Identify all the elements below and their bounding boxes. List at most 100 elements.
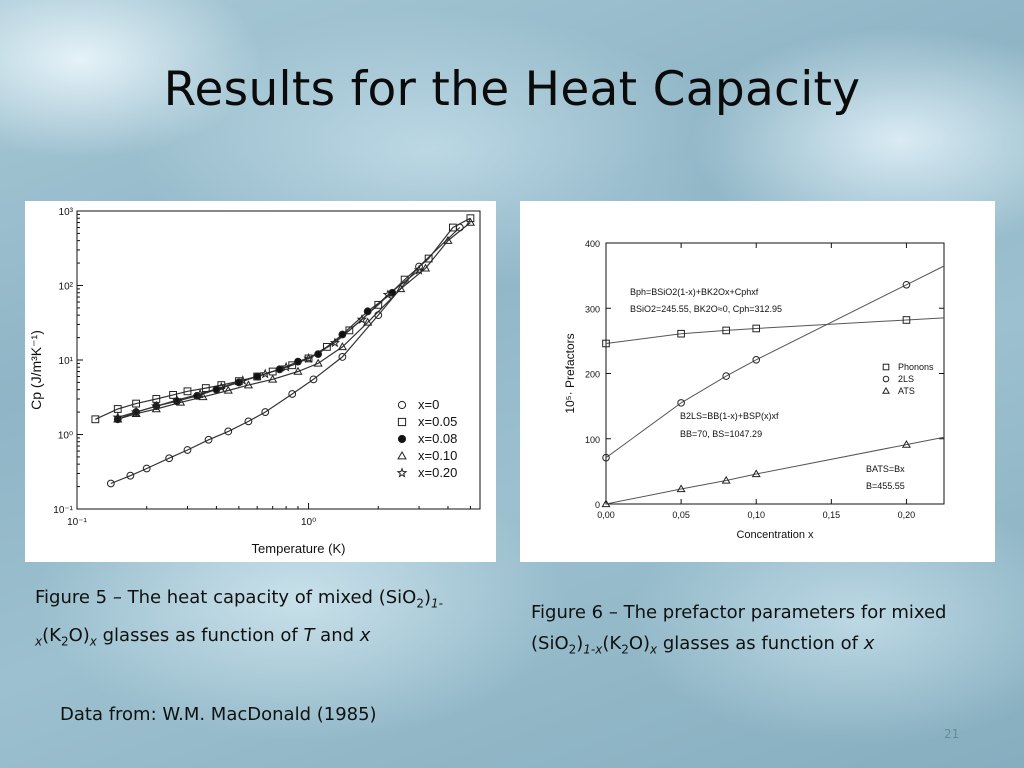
annotation-2ls-params: BB=70, BS=1047.29 xyxy=(680,429,762,439)
fit-curve xyxy=(110,227,461,485)
data-point xyxy=(901,439,911,448)
data-point xyxy=(338,330,347,339)
legend-label: x=0 xyxy=(418,397,439,412)
y-axis-label: 10⁵· Prefactors xyxy=(563,333,577,413)
data-point xyxy=(171,394,183,405)
figure-6-prefactor-chart: 0 100 200 300 400 0,00 0,05 0,10 0,15 0,20 Concent… xyxy=(520,201,995,562)
data-point xyxy=(112,411,124,422)
y-tick-label: 200 xyxy=(585,370,600,380)
data-point xyxy=(752,355,761,364)
legend: x=0 x=0.05 x=0.08 x=0.10 x=0.20 xyxy=(396,397,457,480)
data-point xyxy=(902,316,911,324)
data-point xyxy=(374,300,383,309)
data-point xyxy=(260,368,271,379)
legend-marker xyxy=(397,451,407,460)
y-tick-label: 0 xyxy=(595,500,600,510)
figure-6-svg: 0 100 200 300 400 0,00 0,05 0,10 0,15 0,20 Concent… xyxy=(563,239,945,541)
data-point xyxy=(237,375,249,385)
data-point xyxy=(183,387,192,396)
fit-curve xyxy=(95,217,471,420)
data-point xyxy=(374,311,383,320)
data-source-credit: Data from: W.M. MacDonald (1985) xyxy=(60,704,377,725)
data-point xyxy=(201,384,210,392)
data-point xyxy=(183,446,192,454)
data-point xyxy=(413,264,425,275)
y-axis-label: Cp (J/m³K⁻¹) xyxy=(28,330,44,410)
data-point xyxy=(194,388,206,399)
data-point xyxy=(443,235,453,244)
data-point xyxy=(424,254,433,263)
series-x-0-05 xyxy=(91,214,475,424)
data-point xyxy=(676,484,686,493)
data-point xyxy=(902,280,911,289)
data-point xyxy=(400,275,409,284)
data-point xyxy=(752,324,761,333)
y-tick-label: 10³ xyxy=(59,207,74,218)
fit-curve xyxy=(117,222,471,420)
annotation-phonons-formula: Bph=BSiO2(1-x)+BK2Ox+Cphxf xyxy=(630,287,759,297)
data-point xyxy=(602,339,610,348)
data-point xyxy=(204,435,213,444)
legend-marker xyxy=(397,417,407,427)
data-point xyxy=(293,366,303,375)
x-tick-label: 0,10 xyxy=(747,510,765,520)
y-tick-label: 10⁻¹ xyxy=(53,505,73,516)
data-point xyxy=(382,289,394,300)
y-tick-label: 10² xyxy=(59,282,74,293)
data-point xyxy=(223,385,233,394)
data-point xyxy=(602,453,610,462)
legend-label: ATS xyxy=(898,386,915,396)
data-point xyxy=(253,372,262,381)
legend-label: 2LS xyxy=(898,374,914,384)
fit-curve xyxy=(605,317,945,344)
data-point xyxy=(677,329,685,338)
legend-label: Phonons xyxy=(898,362,934,372)
legend-marker xyxy=(396,467,408,478)
legend-label: x=0.20 xyxy=(418,465,457,480)
y-tick-label: 10¹ xyxy=(59,356,74,367)
data-point xyxy=(338,353,347,361)
data-point xyxy=(280,361,292,372)
data-point xyxy=(243,380,254,389)
data-point xyxy=(329,337,341,348)
data-point xyxy=(314,350,323,359)
x-tick-label: 0,15 xyxy=(823,510,841,520)
figure-5-heat-capacity-chart: 10⁻¹ 10⁰ 10¹ 10² 10³ 10⁻¹ 10⁰ Temperature (K) Cp… xyxy=(25,201,496,562)
data-point xyxy=(268,374,278,383)
data-point xyxy=(151,400,162,411)
data-point xyxy=(244,417,253,426)
x-tick-label: 0,20 xyxy=(898,510,916,520)
fit-curve xyxy=(605,265,945,459)
annotation-2ls-formula: B2LS=BB(1-x)+BSP(x)xf xyxy=(680,411,779,421)
data-point xyxy=(721,475,731,484)
data-point xyxy=(396,284,406,293)
y-tick-label: 400 xyxy=(585,239,600,249)
fit-curve xyxy=(117,269,420,418)
slide-title: Results for the Heat Capacity xyxy=(163,62,861,117)
data-point xyxy=(448,223,457,232)
data-point xyxy=(345,326,354,335)
x-tick-label: 0,05 xyxy=(672,510,690,520)
data-point xyxy=(751,469,761,478)
figure-5-svg: 10⁻¹ 10⁰ 10¹ 10² 10³ 10⁻¹ 10⁰ Temperature (K) Cp… xyxy=(28,207,481,556)
legend-marker xyxy=(397,434,407,444)
legend-marker xyxy=(882,386,890,394)
data-point xyxy=(224,427,233,436)
data-point xyxy=(216,381,227,392)
series-2ls xyxy=(602,280,911,462)
x-axis-label: Concentration x xyxy=(736,529,814,541)
legend-label: x=0.05 xyxy=(418,414,457,429)
data-point xyxy=(165,454,174,463)
data-point xyxy=(363,307,372,316)
fit-curves xyxy=(95,217,471,485)
data-point xyxy=(288,390,297,398)
annotation-phonons-params: BSiO2=245.55, BK2O≈0, Cph=312.95 xyxy=(630,304,782,314)
figure-6-caption: Figure 6 – The prefactor parameters for … xyxy=(531,602,947,657)
fit-curve xyxy=(117,292,393,420)
x-tick-label: 10⁻¹ xyxy=(67,517,87,528)
data-point xyxy=(601,499,611,508)
y-tick-label: 100 xyxy=(585,435,600,445)
y-tick-label: 10⁰ xyxy=(58,431,73,442)
data-point xyxy=(322,342,331,351)
data-point xyxy=(288,361,297,370)
